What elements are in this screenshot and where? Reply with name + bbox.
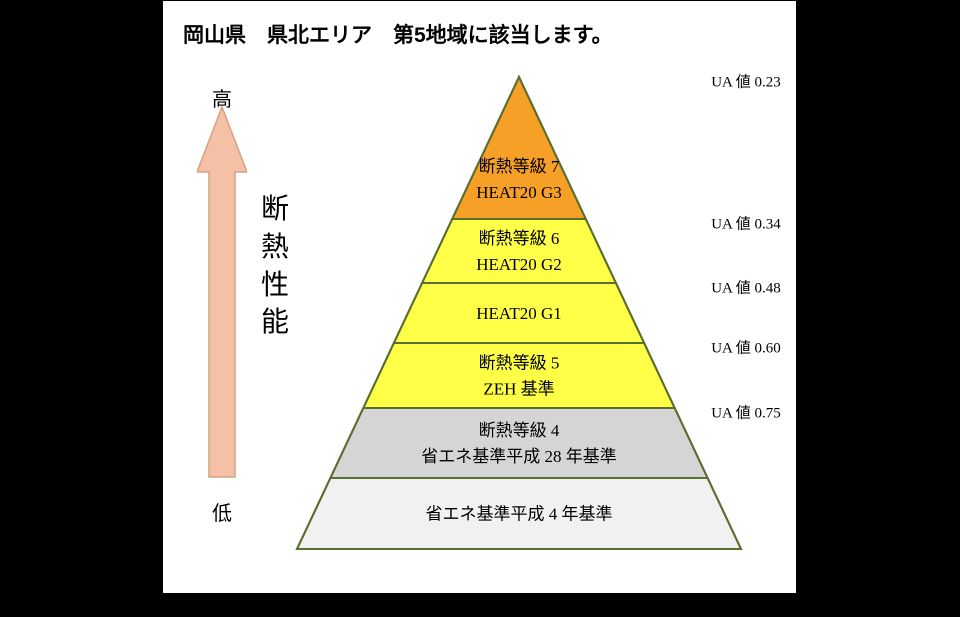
- vertical-axis-label: 断熱性能: [259, 191, 291, 342]
- pyramid-level-label: HEAT20 G3: [476, 183, 561, 202]
- pyramid-level-label: HEAT20 G1: [476, 304, 561, 323]
- ua-value-label: UA 値 0.75: [711, 404, 781, 421]
- ua-value-label: UA 値 0.34: [711, 215, 781, 232]
- pyramid-level-label: 断熱等級 6: [479, 229, 560, 248]
- pyramid-level: [330, 408, 707, 478]
- pyramid-level-label: 省エネ基準平成 4 年基準: [426, 504, 613, 523]
- page-title: 岡山県 県北エリア 第5地域に該当します。: [183, 19, 613, 49]
- pyramid-level-label: 断熱等級 7: [479, 157, 560, 176]
- arrow-icon: [197, 87, 247, 487]
- page-panel: 岡山県 県北エリア 第5地域に該当します。 高 低 断熱性能 省エネ基準平成 4…: [163, 1, 796, 593]
- pyramid-level-label: 省エネ基準平成 28 年基準: [421, 447, 617, 466]
- pyramid-level-label: HEAT20 G2: [476, 255, 561, 274]
- ua-value-label: UA 値 0.23: [711, 73, 781, 90]
- performance-arrow: 高 低: [197, 87, 247, 517]
- pyramid-level-label: 断熱等級 5: [479, 353, 560, 372]
- pyramid-level-label: ZEH 基準: [483, 380, 554, 399]
- pyramid-level-label: 断熱等級 4: [479, 421, 560, 440]
- insulation-pyramid: 省エネ基準平成 4 年基準断熱等級 4 省エネ基準平成 28 年基準 UA 値 0.…: [291, 71, 796, 581]
- arrow-low-label: 低: [192, 497, 252, 526]
- ua-value-label: UA 値 0.48: [711, 279, 781, 296]
- ua-value-label: UA 値 0.60: [711, 339, 781, 356]
- arrow-high-label: 高: [192, 83, 252, 112]
